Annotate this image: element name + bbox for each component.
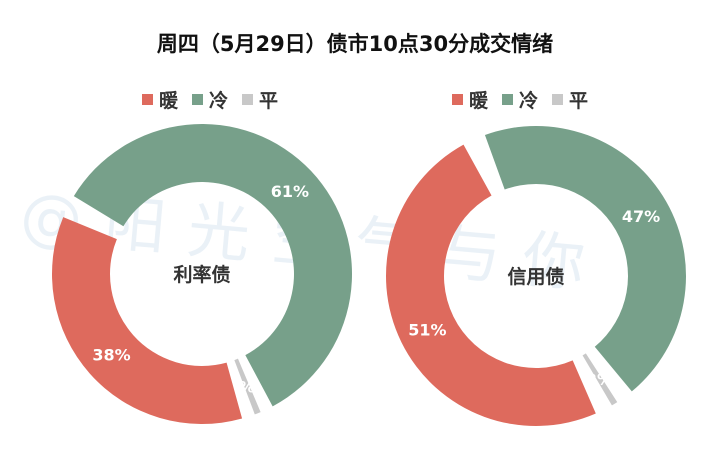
legend-left: 暖 冷 平 <box>142 86 292 113</box>
center-label: 利率债 <box>173 263 230 286</box>
legend-item-flat: 平 <box>242 86 278 113</box>
legend-label-warm: 暖 <box>159 90 179 112</box>
donut-slice-flat <box>234 358 261 415</box>
donut-rate-bonds: 38% 61%% 利率债 <box>51 124 352 424</box>
data-label-warm: 38% <box>92 345 130 364</box>
legend-swatch-flat <box>552 94 564 105</box>
legend-right: 暖 冷 平 <box>452 86 602 113</box>
data-label-cold: 47% <box>622 207 660 226</box>
legend-swatch-warm <box>452 94 463 105</box>
center-label: 信用债 <box>507 265 564 288</box>
legend-item-warm: 暖 <box>142 86 178 113</box>
legend-item-cold: 冷 <box>502 86 538 113</box>
chart-title: 周四（5月29日）债市10点30分成交情绪 <box>156 32 554 56</box>
donut-slice-cold <box>73 124 352 407</box>
donut-slice-flat <box>582 353 618 406</box>
legend-label-cold: 冷 <box>519 90 539 112</box>
data-label-flat: % <box>239 377 255 396</box>
legend-label-cold: 冷 <box>209 90 229 112</box>
data-label-warm: 51% <box>408 320 446 339</box>
legend-swatch-cold <box>192 94 204 105</box>
legend-label-flat: 平 <box>259 90 279 112</box>
legend-swatch-cold <box>502 94 514 105</box>
legend-item-warm: 暖 <box>452 86 488 113</box>
donut-credit-bonds: 51% 47% 2% 信用债 <box>385 125 687 427</box>
donut-slice-warm <box>51 217 243 424</box>
donut-slice-cold <box>484 125 687 392</box>
data-label-flat: 2% <box>586 370 613 389</box>
legend-label-flat: 平 <box>569 90 589 112</box>
donut-slice-warm <box>385 144 596 427</box>
legend-item-cold: 冷 <box>192 86 228 113</box>
legend-swatch-flat <box>242 94 254 105</box>
legend-swatch-warm <box>142 94 153 105</box>
legend-label-warm: 暖 <box>469 90 489 112</box>
legend-item-flat: 平 <box>552 86 588 113</box>
data-label-cold: 61% <box>271 182 309 201</box>
